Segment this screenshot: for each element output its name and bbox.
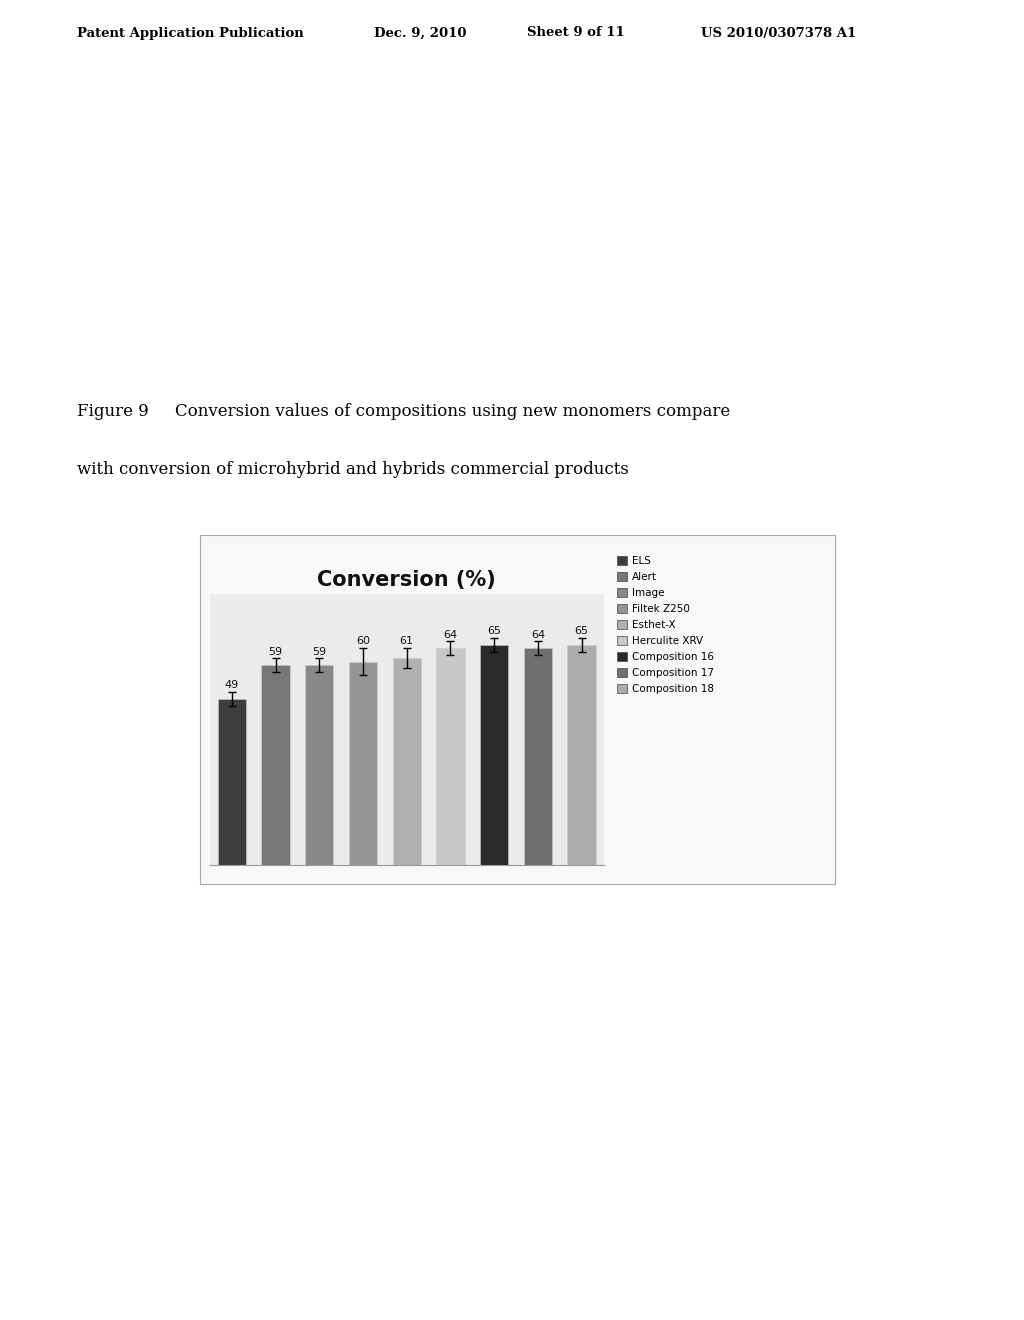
Bar (305, 665, 334, 865)
Text: 64: 64 (530, 630, 545, 640)
Text: 65: 65 (487, 626, 501, 636)
Bar (567, 644, 596, 865)
Text: 60: 60 (356, 636, 370, 647)
Bar (392, 659, 421, 865)
Text: Figure 9     Conversion values of compositions using new monomers compare: Figure 9 Conversion values of compositio… (77, 403, 730, 420)
Bar (261, 665, 290, 865)
Bar (436, 648, 465, 865)
Text: Patent Application Publication: Patent Application Publication (77, 26, 303, 40)
Text: 59: 59 (312, 647, 327, 656)
Legend: ELS, Alert, Image, Filtek Z250, Esthet-X, Herculite XRV, Composition 16, Composi: ELS, Alert, Image, Filtek Z250, Esthet-X… (613, 553, 717, 697)
Title: Conversion (%): Conversion (%) (317, 570, 496, 590)
Bar (523, 648, 552, 865)
Text: 59: 59 (268, 647, 283, 656)
Text: 49: 49 (224, 680, 239, 690)
Text: Dec. 9, 2010: Dec. 9, 2010 (374, 26, 466, 40)
Bar (480, 644, 509, 865)
Text: US 2010/0307378 A1: US 2010/0307378 A1 (701, 26, 857, 40)
Text: 64: 64 (443, 630, 458, 640)
Text: Sheet 9 of 11: Sheet 9 of 11 (527, 26, 625, 40)
Text: 65: 65 (574, 626, 589, 636)
Text: 61: 61 (399, 636, 414, 647)
Text: with conversion of microhybrid and hybrids commercial products: with conversion of microhybrid and hybri… (77, 461, 629, 478)
Bar (349, 661, 377, 865)
Bar (217, 698, 246, 865)
